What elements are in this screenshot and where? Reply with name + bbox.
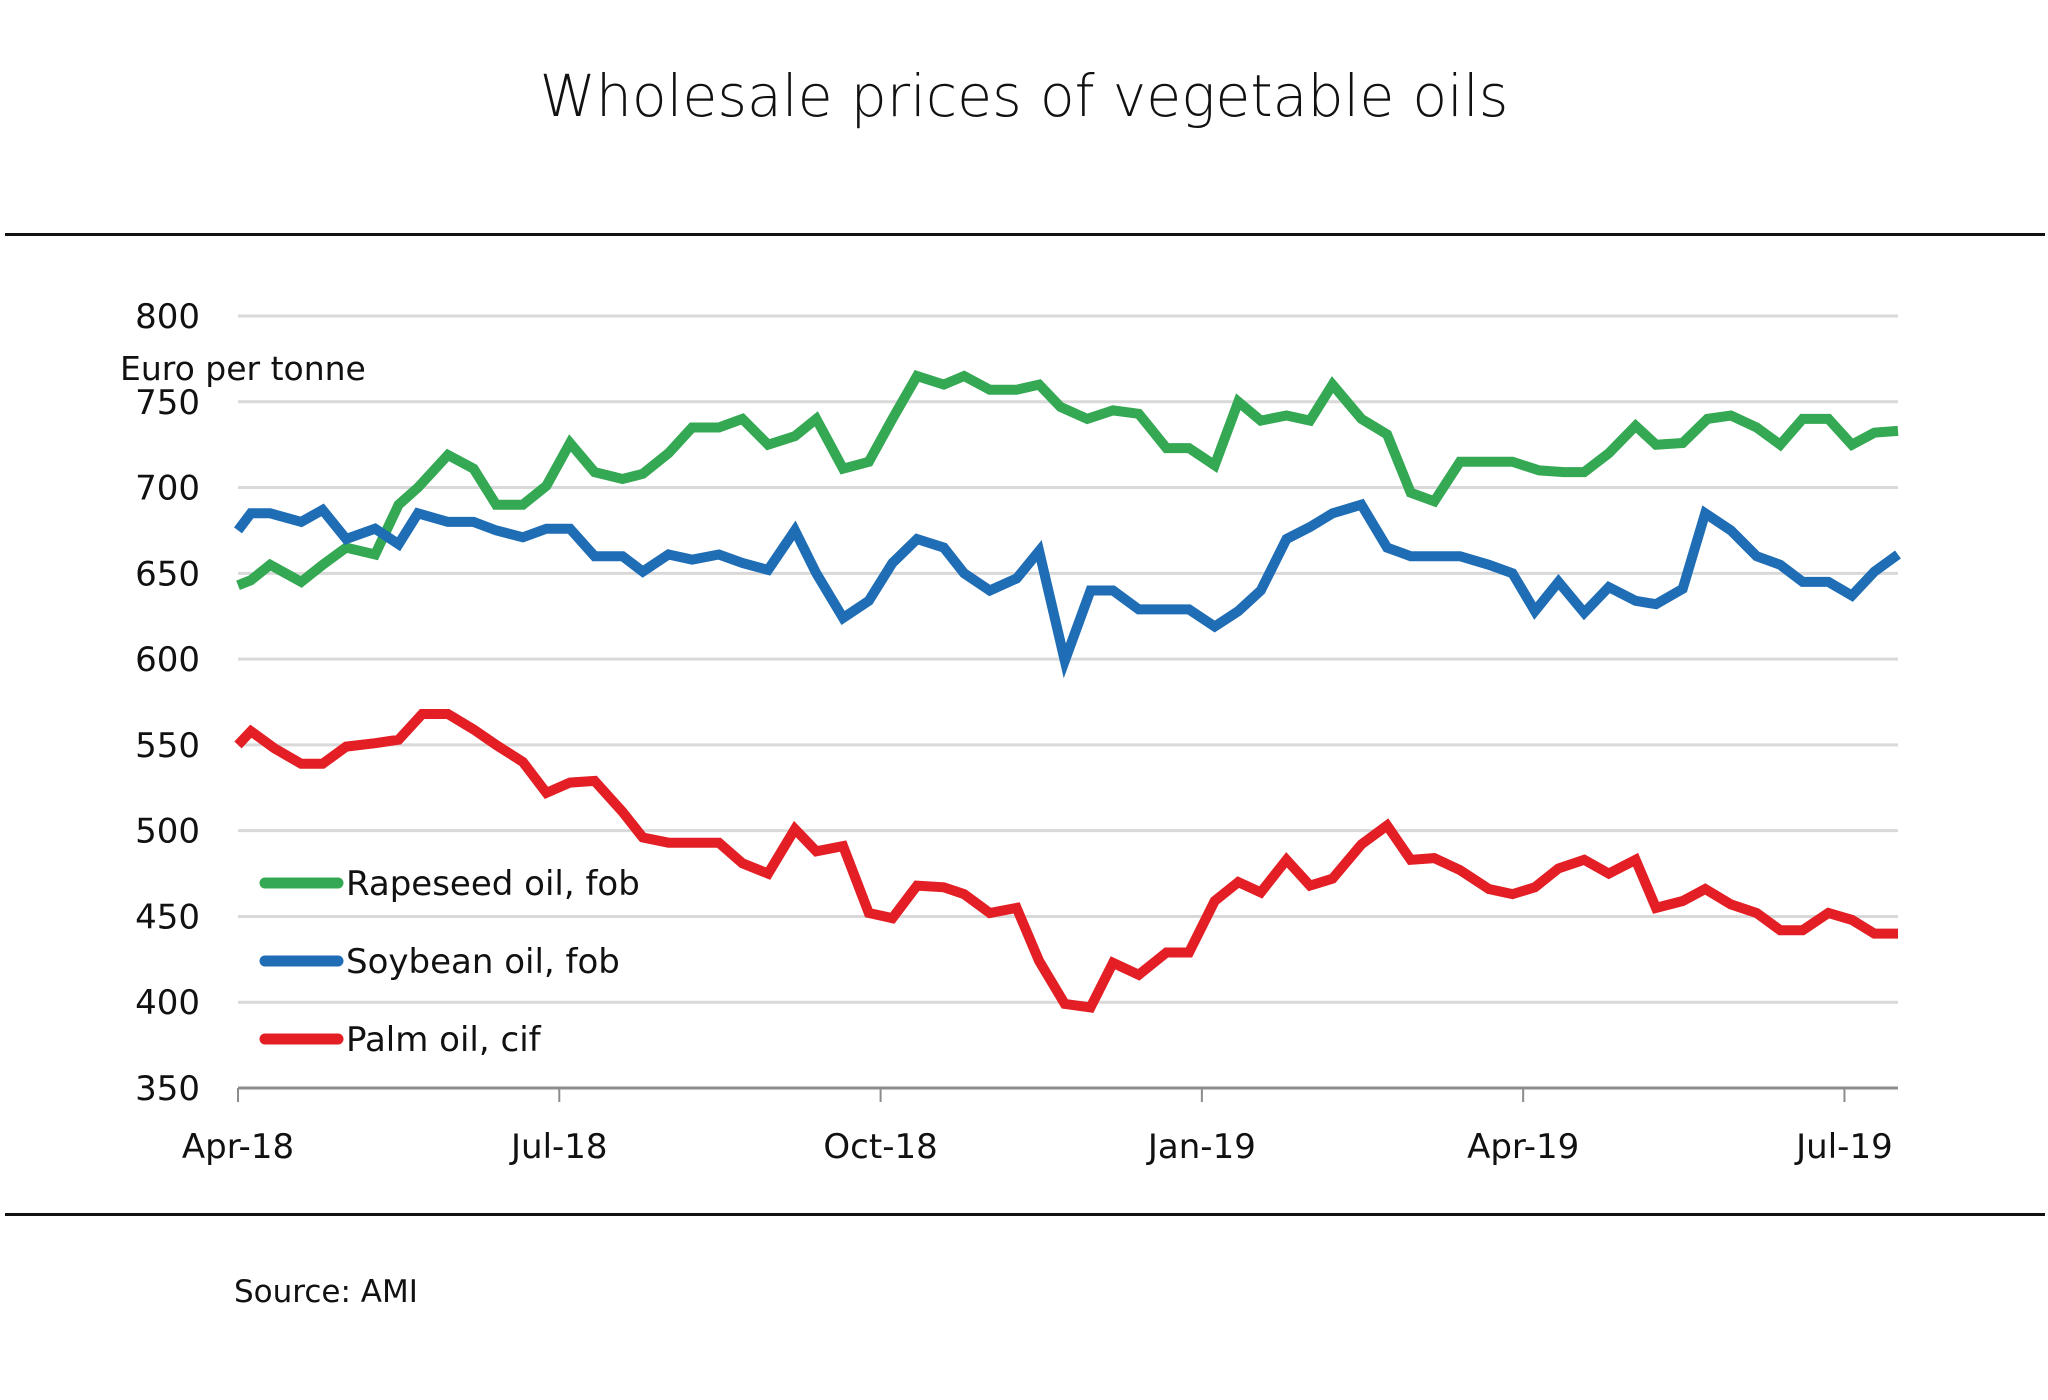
x-tick-label: Apr-19 [1467,1127,1579,1167]
y-tick-label: 500 [135,812,200,852]
chart-title: Wholesale prices of vegetable oils [539,62,1509,130]
top-divider [5,233,2045,236]
x-tick-label: Jul-18 [509,1127,608,1167]
x-axis: Apr-18 Jul-18 Oct-18 Jan-19 Apr-19 Jul-19 [182,1086,1898,1167]
y-tick-label: 600 [135,640,200,680]
legend-item: Soybean oil, fob [259,942,620,982]
x-tick-label: Oct-18 [823,1127,937,1167]
y-tick-label: 750 [135,383,200,423]
y-tick-label: 450 [135,897,200,937]
bottom-divider [5,1213,2045,1216]
legend-label: Rapeseed oil, fob [346,864,640,904]
legend-item: Palm oil, cif [259,1020,542,1060]
y-tick-label: 650 [135,554,200,594]
legend-item: Rapeseed oil, fob [259,864,640,904]
series-line-soybean-oil-fob [234,498,1901,679]
legend-label: Palm oil, cif [346,1020,542,1060]
gridlines [238,314,1898,1004]
legend-label: Soybean oil, fob [346,942,620,982]
x-tick-label: Apr-18 [182,1127,294,1167]
source-note: Source: AMI [234,1274,418,1310]
y-axis-label: Euro per tonne [120,349,366,388]
y-tick-label: 350 [135,1069,200,1109]
x-tick-label: Jan-19 [1146,1127,1256,1167]
y-tick-label: 550 [135,726,200,766]
y-tick-label: 700 [135,469,200,509]
y-tick-label: 800 [135,297,200,337]
y-axis: 350 400 450 500 550 600 650 700 750 800 [135,297,200,1109]
series-lines [234,370,1901,1013]
x-tick-label: Jul-19 [1794,1127,1893,1167]
y-tick-label: 400 [135,983,200,1023]
series-line-palm-oil-cif [234,709,1898,1013]
series-line-rapeseed-oil-fob [236,370,1899,590]
legend: Rapeseed oil, fob Soybean oil, fob Palm oi… [259,864,640,1060]
